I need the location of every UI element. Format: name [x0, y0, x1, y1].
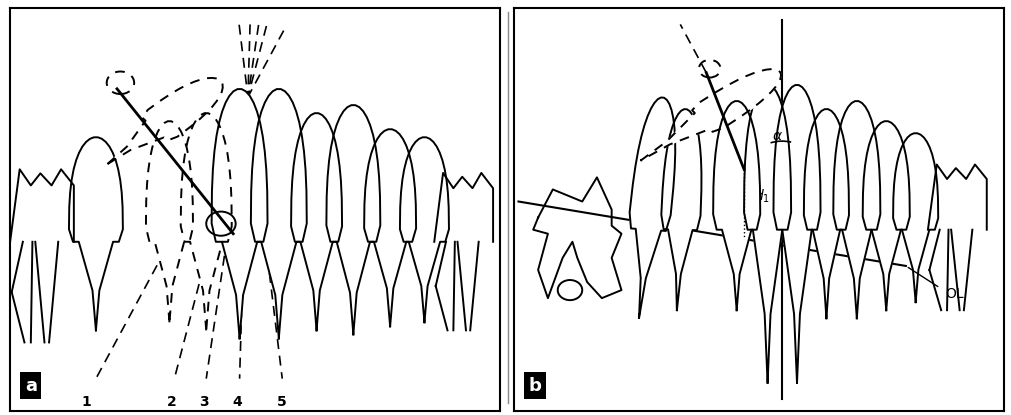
Polygon shape	[533, 177, 622, 298]
Polygon shape	[291, 113, 342, 330]
Polygon shape	[833, 101, 881, 318]
Polygon shape	[713, 101, 760, 310]
Polygon shape	[630, 98, 675, 318]
Polygon shape	[327, 105, 380, 334]
Text: a: a	[25, 377, 36, 395]
Circle shape	[699, 60, 721, 78]
Polygon shape	[893, 133, 938, 302]
Polygon shape	[928, 164, 987, 229]
Text: $d_1$: $d_1$	[754, 188, 770, 205]
Text: 4: 4	[233, 395, 242, 409]
Text: b: b	[529, 377, 541, 395]
Polygon shape	[804, 109, 849, 318]
Polygon shape	[435, 173, 493, 242]
Polygon shape	[251, 89, 306, 338]
Polygon shape	[364, 129, 417, 326]
Polygon shape	[773, 85, 821, 383]
Polygon shape	[211, 89, 268, 338]
Text: OL: OL	[945, 287, 963, 301]
Circle shape	[107, 71, 134, 94]
Text: 1: 1	[81, 395, 91, 409]
Polygon shape	[107, 78, 222, 164]
Text: 5: 5	[277, 395, 287, 409]
Polygon shape	[744, 85, 792, 383]
Polygon shape	[400, 137, 449, 322]
Polygon shape	[661, 109, 702, 310]
Circle shape	[558, 280, 582, 300]
Text: 2: 2	[167, 395, 177, 409]
Text: 3: 3	[199, 395, 208, 409]
Polygon shape	[10, 169, 74, 242]
Polygon shape	[146, 121, 193, 322]
Text: α: α	[772, 129, 782, 143]
Polygon shape	[641, 69, 782, 161]
Polygon shape	[862, 121, 910, 310]
Polygon shape	[69, 137, 123, 330]
Polygon shape	[181, 113, 232, 330]
